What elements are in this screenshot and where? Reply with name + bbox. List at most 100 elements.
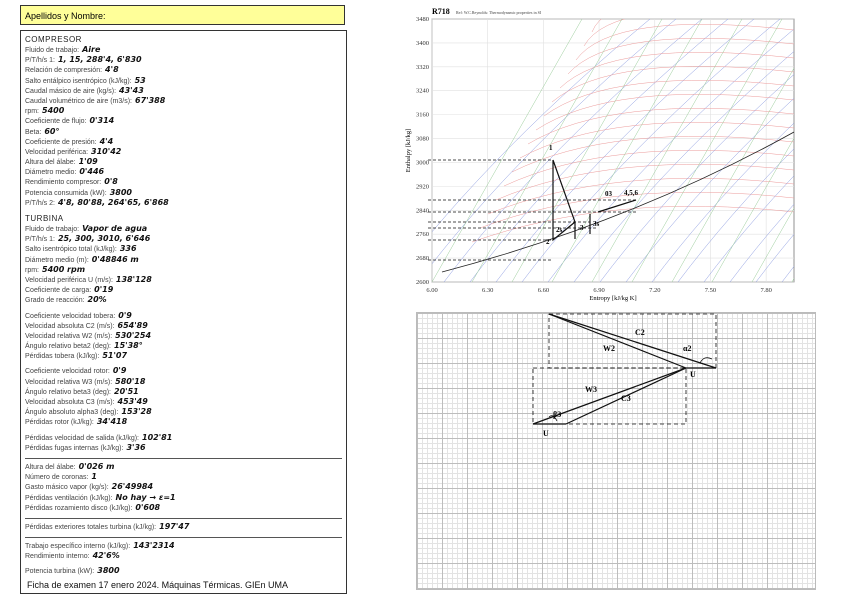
process-sketch — [428, 159, 637, 261]
field-label: P/T/h/s 2: — [25, 199, 55, 207]
form-row: Trabajo específico interno (kJ/kg): 143'2… — [25, 541, 342, 551]
velocity-triangles: C2 W2 U W3 C3 Uα2 β3 — [532, 313, 717, 438]
form-row: Pérdidas rotor (kJ/kg): 34'418 — [25, 417, 342, 427]
volume-line — [791, 277, 794, 282]
w3-vector — [565, 367, 687, 425]
field-label: Pérdidas tobera (kJ/kg): — [25, 353, 100, 361]
form-row: Pérdidas ventilación (kJ/kg): No hay → ε=… — [25, 493, 342, 503]
form-row: Coeficiente velocidad tobera: 0'9 — [25, 311, 342, 321]
w2-vector — [548, 313, 687, 369]
form-row: rpm: 5400 — [25, 106, 342, 116]
isobar — [443, 19, 703, 282]
form-row: Altura del álabe: 1'09 — [25, 157, 342, 167]
handwritten-answer: 26'49984 — [111, 482, 154, 492]
form-group: TURBINA Fluido de trabajo: Vapor de agua P/… — [25, 213, 342, 306]
form-row: Salto isentrópico total (kJ/kg): 336 — [25, 244, 342, 254]
isotherm — [575, 24, 794, 61]
field-label: Coeficiente de carga: — [25, 287, 92, 295]
form-row: Velocidad absoluta C2 (m/s): 654'89 — [25, 321, 342, 331]
x-tick-label: 7.80 — [760, 287, 771, 294]
field-label: rpm: — [25, 266, 39, 274]
handwritten-answer: 0'314 — [89, 116, 115, 126]
isotherm — [567, 38, 794, 75]
field-label: Pérdidas rotor (kJ/kg): — [25, 419, 94, 427]
handwritten-answer: 0'19 — [94, 285, 114, 295]
angle-arc — [699, 357, 713, 364]
handwritten-answer: 43'43 — [119, 85, 144, 95]
form-row: Número de coronas: 1 — [25, 472, 342, 482]
handwritten-answer: 20'51 — [114, 386, 139, 396]
form-row: Pérdidas rozamiento disco (kJ/kg): 0'608 — [25, 503, 342, 513]
handwritten-answer: 51'07 — [102, 351, 128, 361]
handwritten-answer: 654'89 — [117, 320, 148, 330]
field-label: Relación de compresión: — [25, 67, 103, 75]
field-label: Diámetro medio (m): — [25, 256, 89, 264]
isotherm — [551, 66, 794, 103]
state-lines — [574, 199, 637, 239]
volume-line — [751, 207, 794, 282]
field-label: Ángulo relativo beta3 (deg): — [25, 388, 111, 396]
field-label: rpm: — [25, 108, 39, 116]
form-row: Pérdidas velocidad de salida (kJ/kg): 102… — [25, 433, 342, 443]
isobar — [573, 51, 794, 282]
x-tick-label: 6.90 — [593, 287, 604, 294]
chart-title: R718 — [432, 7, 450, 16]
handwritten-answer: 5400 rpm — [42, 264, 86, 274]
form-row: Caudal másico de aire (kg/s): 43'43 — [25, 86, 342, 96]
handwritten-answer: 15'38° — [114, 341, 143, 351]
handwritten-answer: 102'81 — [142, 432, 173, 442]
isotherm — [591, 19, 602, 33]
vector-label: W2 — [603, 344, 615, 353]
field-label: Pérdidas fugas internas (kJ/kg): — [25, 444, 124, 452]
y-axis-label: Enthalpy [kJ/kg] — [405, 129, 412, 173]
volume-line — [711, 137, 794, 282]
form-row: Gasto másico vapor (kg/s): 26'49984 — [25, 482, 342, 492]
field-label: Fluido de trabajo: — [25, 226, 80, 233]
volume-line — [432, 19, 583, 282]
handwritten-answer: 20% — [87, 295, 107, 305]
handwritten-answer: 25, 300, 3010, 6'646 — [57, 234, 151, 244]
sketch-label: 2 — [546, 238, 550, 246]
form-row: Potencia consumida (kW): 3800 — [25, 188, 342, 198]
form-row: Rendimiento interno: 42'6% — [25, 551, 342, 561]
form-row: Pérdidas tobera (kJ/kg): 51'07 — [25, 351, 342, 361]
isotherm — [471, 206, 794, 243]
field-label: Coeficiente de presión: — [25, 138, 97, 146]
y-tick-label: 2600 — [416, 279, 429, 286]
form-row: Rendimiento compresor: 0'8 — [25, 177, 342, 187]
y-tick-label: 3080 — [416, 136, 429, 143]
form-group: Coeficiente velocidad tobera: 0'9 Velocida… — [25, 311, 342, 362]
isotherm — [535, 94, 794, 131]
handwritten-answer: 5400 — [42, 106, 65, 116]
volume-line — [511, 19, 663, 282]
form-row: Coeficiente de presión: 4'4 — [25, 137, 342, 147]
field-label: Coeficiente velocidad rotor: — [25, 368, 110, 376]
vector-label: C3 — [621, 394, 631, 403]
volume-line — [591, 19, 743, 282]
vector-label: U — [543, 429, 549, 438]
form-group: Trabajo específico interno (kJ/kg): 143'2… — [25, 537, 342, 561]
isobar — [432, 19, 677, 265]
field-label: Pérdidas exteriores totales turbina (kJ/… — [25, 523, 157, 531]
handwritten-answer: 4'8, 80'88, 264'65, 6'868 — [57, 197, 169, 207]
handwritten-answer: 60° — [44, 126, 60, 136]
sketch-label: 4,5,6 — [624, 189, 639, 197]
field-label: Diámetro medio: — [25, 169, 77, 177]
c2-vector — [548, 313, 717, 369]
y-tick-label: 2760 — [416, 231, 429, 238]
field-label: P/T/h/s 1: — [25, 236, 55, 244]
handwritten-answer: 4'4 — [99, 136, 114, 146]
handwritten-answer: Aire — [82, 45, 101, 54]
angle-arc — [548, 415, 558, 422]
isobar — [521, 19, 781, 282]
isobar — [495, 19, 755, 282]
x-tick-label: 7.50 — [705, 287, 716, 294]
form-group: Altura del álabe: 0'026 m Número de corona… — [25, 457, 342, 513]
handwritten-answer: 53 — [134, 75, 146, 85]
x-tick-label: 7.20 — [649, 287, 660, 294]
field-label: Velocidad absoluta C3 (m/s): — [25, 399, 115, 406]
handwritten-answer: 3800 — [97, 566, 120, 576]
handwritten-answer: 310'42 — [91, 146, 122, 156]
isobar — [432, 19, 651, 233]
x-tick-label: 6.30 — [482, 287, 493, 294]
